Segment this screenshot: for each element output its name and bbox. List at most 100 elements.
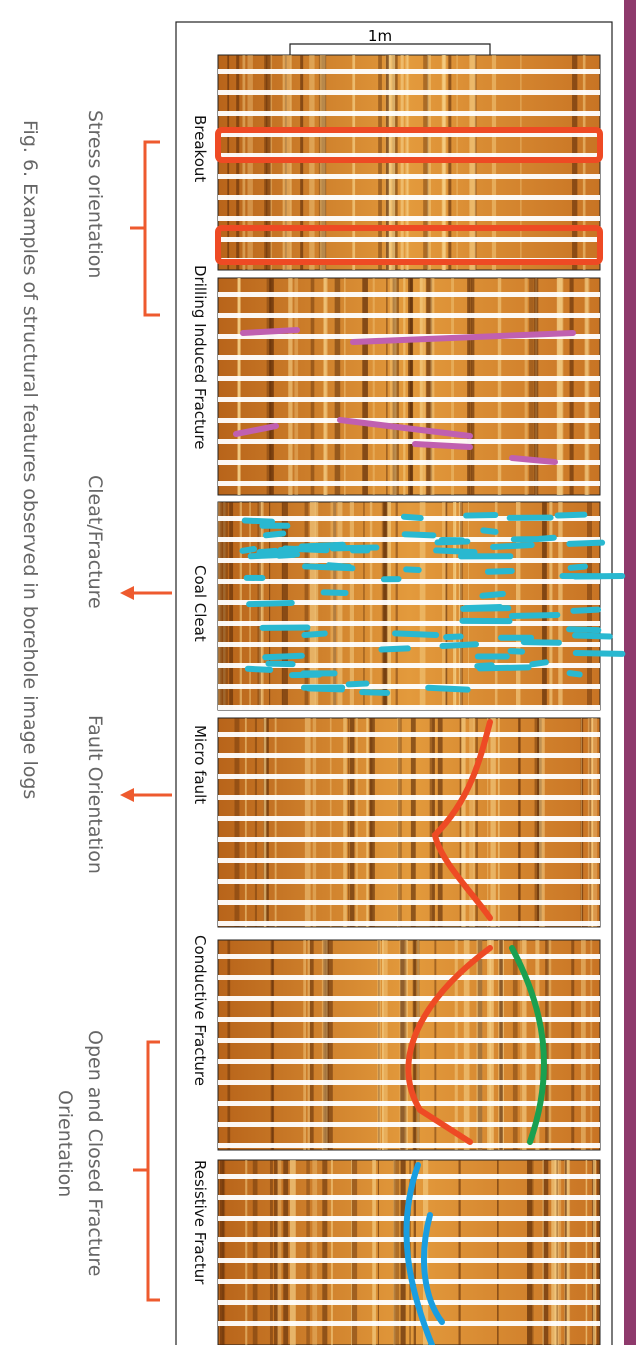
streak xyxy=(330,718,332,927)
pad-gap xyxy=(218,69,600,74)
streak xyxy=(219,502,225,710)
panel-label: Drilling Induced Fracture xyxy=(191,265,209,450)
pad-gap xyxy=(218,684,600,689)
streak xyxy=(234,718,239,927)
cleat xyxy=(266,533,283,535)
cleat xyxy=(329,565,349,567)
streak xyxy=(513,940,518,1150)
streak xyxy=(498,718,500,927)
streak xyxy=(571,940,574,1150)
streak xyxy=(363,502,364,710)
streak xyxy=(531,1160,533,1345)
induced-fracture xyxy=(512,458,555,462)
streak xyxy=(543,1160,544,1345)
streak xyxy=(590,940,592,1150)
streak xyxy=(306,1160,310,1345)
annotation: Cleat/Fracture xyxy=(84,475,106,609)
streak xyxy=(312,1160,317,1345)
pad-gap xyxy=(218,732,600,737)
streak xyxy=(382,940,383,1150)
pad-gap xyxy=(218,355,600,360)
cleat xyxy=(349,684,367,685)
pad-gap xyxy=(218,1300,600,1305)
streak xyxy=(539,718,545,927)
cleat xyxy=(570,673,580,674)
streak xyxy=(542,502,547,710)
pad-gap xyxy=(218,292,600,297)
streak xyxy=(581,940,586,1150)
panel-label: Conductive Fracture xyxy=(191,935,209,1086)
streak xyxy=(270,1160,273,1345)
cleat xyxy=(395,633,436,635)
pad-gap xyxy=(218,1122,600,1127)
streak xyxy=(255,718,257,927)
cleat xyxy=(465,607,500,608)
cleat xyxy=(477,665,491,666)
streak xyxy=(453,502,456,710)
streak xyxy=(240,502,242,710)
cleat xyxy=(242,549,254,551)
pad-gap xyxy=(218,975,600,980)
streak xyxy=(516,502,520,710)
cleat xyxy=(268,664,292,665)
streak xyxy=(455,940,457,1150)
cleat xyxy=(438,541,468,542)
streak xyxy=(245,718,247,927)
streak xyxy=(398,718,402,927)
cleat xyxy=(488,571,512,572)
streak xyxy=(459,1160,461,1345)
cleat xyxy=(512,615,558,616)
streak xyxy=(227,940,230,1150)
cleat xyxy=(569,543,602,544)
streak xyxy=(487,718,488,927)
pad-gap xyxy=(218,795,600,800)
streak xyxy=(253,1160,258,1345)
cleat xyxy=(436,550,474,552)
cleat xyxy=(493,545,532,547)
annotation: Orientation xyxy=(54,1090,76,1197)
streak xyxy=(549,502,552,710)
streak xyxy=(396,502,398,710)
cleat xyxy=(428,688,467,690)
panel-label: Coal Cleat xyxy=(191,565,209,642)
log-image xyxy=(218,718,600,927)
streak xyxy=(490,718,495,927)
cleat xyxy=(466,515,495,516)
streak xyxy=(352,1160,357,1345)
scale-label: 1m xyxy=(368,27,392,45)
streak xyxy=(350,718,355,927)
cleat xyxy=(251,554,297,556)
cleat xyxy=(511,651,522,652)
streak xyxy=(222,1160,225,1345)
streak xyxy=(382,502,387,710)
bracket xyxy=(133,1042,160,1300)
cleat xyxy=(569,629,598,630)
cleat xyxy=(446,637,460,638)
streak xyxy=(593,1160,596,1345)
streak xyxy=(499,940,502,1150)
side-bar xyxy=(624,0,636,1345)
streak xyxy=(283,1160,288,1345)
streak xyxy=(438,718,443,927)
pad-gap xyxy=(218,921,600,926)
arrow-head xyxy=(120,586,134,600)
pad-gap xyxy=(218,774,600,779)
streak xyxy=(586,1160,588,1345)
streak xyxy=(330,502,336,710)
streak xyxy=(274,1160,278,1345)
pad-gap xyxy=(218,858,600,863)
pad-gap xyxy=(218,195,600,200)
streak xyxy=(587,502,592,710)
streak xyxy=(271,940,273,1150)
pad-gap xyxy=(218,1174,600,1179)
cleat xyxy=(442,644,476,646)
pad-gap xyxy=(218,237,600,242)
cleat xyxy=(324,592,346,593)
cleat xyxy=(483,530,495,532)
streak xyxy=(356,718,358,927)
pad-gap xyxy=(218,216,600,221)
streak xyxy=(597,1160,600,1345)
pad-gap xyxy=(218,900,600,905)
streak xyxy=(589,718,590,927)
